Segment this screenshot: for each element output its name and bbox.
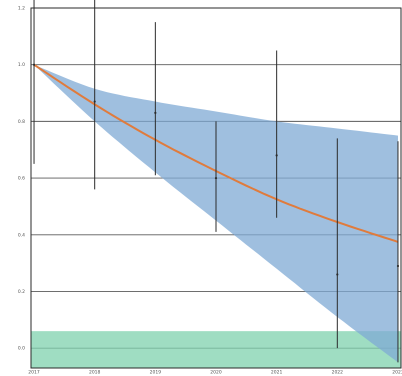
x-tick-label-4: 2021 (271, 370, 283, 376)
data-point-5 (336, 273, 339, 276)
error-bars-layer (32, 0, 400, 363)
x-tick-label-5: 2022 (332, 370, 344, 376)
x-tick-label-0: 2017 (28, 370, 40, 376)
x-tick-label-2: 2019 (150, 370, 162, 376)
data-point-4 (275, 154, 278, 157)
data-point-6 (396, 264, 400, 268)
y-tick-label-6: 1.2 (18, 6, 25, 12)
x-tick-label-1: 2018 (89, 370, 101, 376)
reference-band-layer (31, 331, 401, 368)
y-tick-label-3: 0.6 (18, 176, 25, 182)
y-tick-label-1: 0.2 (18, 289, 25, 295)
tick-labels-layer: 0.0 0.2 0.4 0.6 0.8 1.0 1.2 2017 2018 2019 2020 202… (18, 6, 402, 376)
data-point-1 (93, 100, 96, 103)
data-point-3 (214, 176, 218, 180)
y-tick-label-2: 0.4 (18, 232, 25, 238)
y-tick-label-0: 0.0 (18, 346, 25, 352)
y-tick-label-5: 1.0 (18, 62, 25, 68)
y-tick-label-4: 0.8 (18, 119, 25, 125)
reference-band (31, 331, 401, 368)
data-point-2 (154, 111, 157, 114)
x-tick-label-3: 2020 (210, 370, 222, 376)
x-tick-label-6: 2023 (392, 370, 402, 376)
data-point-0 (32, 63, 36, 66)
plot-frame (30, 7, 402, 369)
